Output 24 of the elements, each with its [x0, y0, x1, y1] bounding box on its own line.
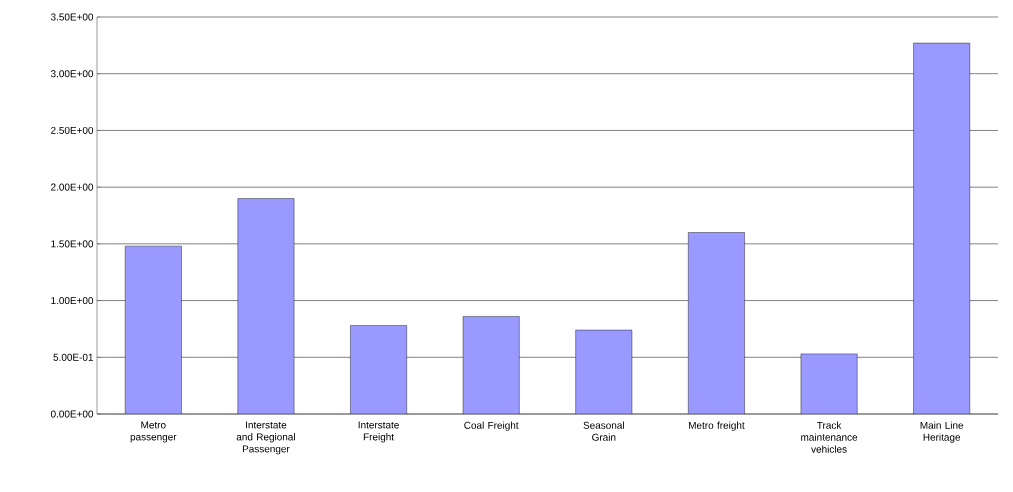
y-tick-label: 2.00E+00 — [51, 183, 94, 191]
y-tick-label: 1.50E+00 — [51, 240, 94, 248]
x-tick-label: Seasonal Grain — [583, 421, 624, 441]
x-tick-label: Coal Freight — [464, 421, 519, 431]
bar — [913, 42, 971, 414]
y-tick-label: 0.00E+00 — [50, 410, 94, 418]
bar — [800, 353, 858, 414]
bar — [124, 245, 182, 414]
x-tick-label: Metro passenger — [130, 421, 177, 443]
x-tick-label: Main Line Heritage — [920, 421, 964, 443]
y-tick-label: 3.50E+00 — [50, 13, 94, 21]
y-tick-label: 2.50E+00 — [51, 126, 94, 134]
bar — [462, 316, 520, 414]
bar — [575, 329, 633, 414]
y-tick-label: 1.00E+00 — [51, 297, 94, 305]
x-tick-label: Track maintenance vehicles — [801, 421, 858, 453]
x-tick-label: Metro freight — [689, 421, 745, 431]
bar — [688, 232, 745, 414]
x-tick-label: Interstate and Regional Passenger — [236, 421, 295, 455]
y-tick-label: 5.00E-01 — [53, 353, 93, 361]
y-tick-label: 3.00E+00 — [50, 70, 94, 78]
bar — [350, 325, 407, 414]
bar — [237, 198, 295, 414]
x-tick-label: Interstate Freight — [358, 421, 399, 443]
